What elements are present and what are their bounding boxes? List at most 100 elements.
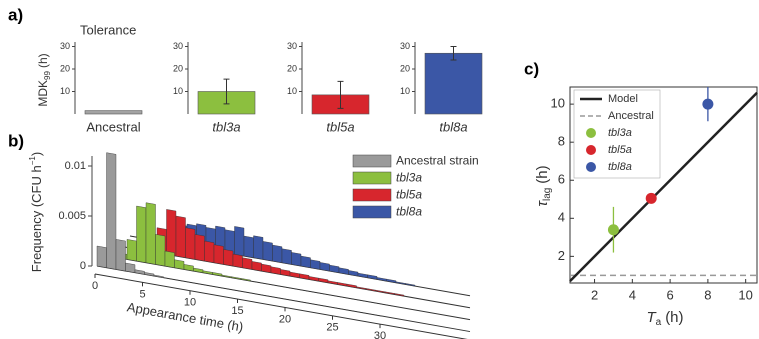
- histogram-bar: [145, 202, 156, 265]
- histogram-bar: [175, 215, 186, 258]
- y-tick-label: 30: [173, 41, 183, 51]
- histogram-bar: [372, 314, 383, 317]
- histogram-bar: [386, 278, 397, 283]
- x-tick-label: 25: [326, 322, 338, 334]
- label-part: MDK: [36, 80, 50, 107]
- legend-label: tbl8a: [396, 205, 422, 219]
- histogram-bar: [286, 299, 297, 302]
- histogram-bar: [96, 245, 107, 268]
- histogram-bar: [210, 285, 221, 288]
- histogram-bar: [259, 282, 270, 285]
- histogram-bar: [262, 241, 273, 262]
- histogram-bar: [324, 305, 335, 308]
- histogram-bar: [318, 277, 329, 283]
- model-line: [569, 91, 758, 282]
- histogram-bar: [307, 290, 318, 293]
- histogram-bar: [354, 299, 365, 302]
- histogram-bar: [115, 239, 126, 272]
- x-tick-label: tbl3a: [212, 119, 240, 134]
- histogram-bar: [296, 300, 307, 303]
- legend-label: tbl3a: [608, 127, 632, 139]
- histogram-bar: [326, 294, 337, 297]
- x-tick-label: 10: [738, 287, 752, 302]
- y-tick-label: 10: [400, 86, 410, 96]
- histogram-bar: [310, 259, 321, 270]
- histogram-bar: [155, 234, 166, 267]
- y-tick-label: 0: [80, 260, 86, 272]
- histogram-bar: [223, 249, 234, 267]
- histogram-bar: [272, 244, 283, 263]
- histogram-bar: [288, 287, 299, 290]
- histogram-bar: [164, 250, 175, 268]
- histogram-bar: [243, 235, 254, 258]
- histogram-bar: [153, 274, 164, 278]
- histogram-bar: [300, 255, 311, 268]
- label-part: (h): [534, 165, 551, 183]
- histogram-bar: [201, 284, 212, 287]
- x-tick-label: 5: [139, 288, 145, 300]
- histogram-bar: [204, 240, 215, 263]
- histogram-bar: [297, 289, 308, 292]
- y-tick-label: 20: [173, 63, 183, 73]
- histogram-bar: [261, 263, 272, 273]
- legend-swatch: [352, 154, 392, 168]
- legend-swatch: [352, 188, 392, 202]
- histogram-bar: [126, 239, 137, 262]
- histogram-bar: [229, 289, 240, 292]
- histogram-bar: [250, 280, 261, 283]
- histogram-bar: [348, 270, 359, 277]
- histogram-bar: [166, 209, 177, 257]
- histogram-bar: [305, 302, 316, 305]
- histogram-bar: [267, 295, 278, 298]
- legend-label: tbl8a: [608, 161, 632, 173]
- y-axis-label: MDK99 (h): [36, 53, 52, 106]
- histogram-bar: [329, 264, 340, 273]
- label-part: −1: [28, 156, 37, 166]
- histogram-bar: [353, 310, 364, 313]
- histogram-bar: [278, 285, 289, 288]
- histogram-bar: [345, 297, 356, 300]
- histogram-bar: [334, 307, 345, 310]
- histogram-bar: [172, 279, 183, 282]
- y-tick-label: 20: [60, 63, 70, 73]
- histogram-bar: [191, 282, 202, 285]
- x-tick-label: 4: [629, 287, 636, 302]
- histogram-bar: [357, 272, 368, 278]
- legend-label: Model: [608, 93, 638, 105]
- label-part: (h): [665, 309, 683, 326]
- histogram-bar: [182, 280, 193, 283]
- label-part: (h): [36, 53, 50, 68]
- x-tick-label: 20: [279, 313, 291, 325]
- y-tick-label: 10: [173, 86, 183, 96]
- histogram-bar: [343, 309, 354, 312]
- histogram-bar: [213, 244, 224, 265]
- histogram-bar: [270, 266, 281, 275]
- legend-label: tbl3a: [396, 171, 422, 185]
- histogram-bar: [319, 262, 330, 272]
- y-tick-label: 0.005: [58, 210, 86, 222]
- label-part: ): [29, 152, 44, 156]
- histogram-bar: [362, 312, 373, 315]
- histogram-bar: [277, 297, 288, 300]
- histogram-bar: [258, 294, 269, 297]
- y-tick-label: 30: [287, 41, 297, 51]
- y-axis-label: Frequency (CFU h−1): [28, 152, 44, 272]
- histogram-bar: [280, 269, 291, 277]
- label-part: τ: [534, 200, 551, 207]
- x-axis-label: Ta (h): [646, 309, 683, 328]
- histogram-bar: [253, 235, 264, 260]
- histogram-bar: [269, 284, 280, 287]
- histogram-bar: [299, 273, 310, 280]
- legend-label: tbl5a: [396, 188, 422, 202]
- histogram-bar: [383, 304, 394, 307]
- histogram-bar: [242, 257, 253, 270]
- histogram-bar: [289, 271, 300, 278]
- histogram-bar: [144, 272, 155, 277]
- histogram-bar: [248, 292, 259, 295]
- y-tick-label: 20: [287, 63, 297, 73]
- histogram-bar: [405, 283, 416, 287]
- x-axis: [94, 273, 468, 339]
- histogram-bar: [234, 226, 245, 257]
- y-tick-label: 6: [558, 172, 565, 187]
